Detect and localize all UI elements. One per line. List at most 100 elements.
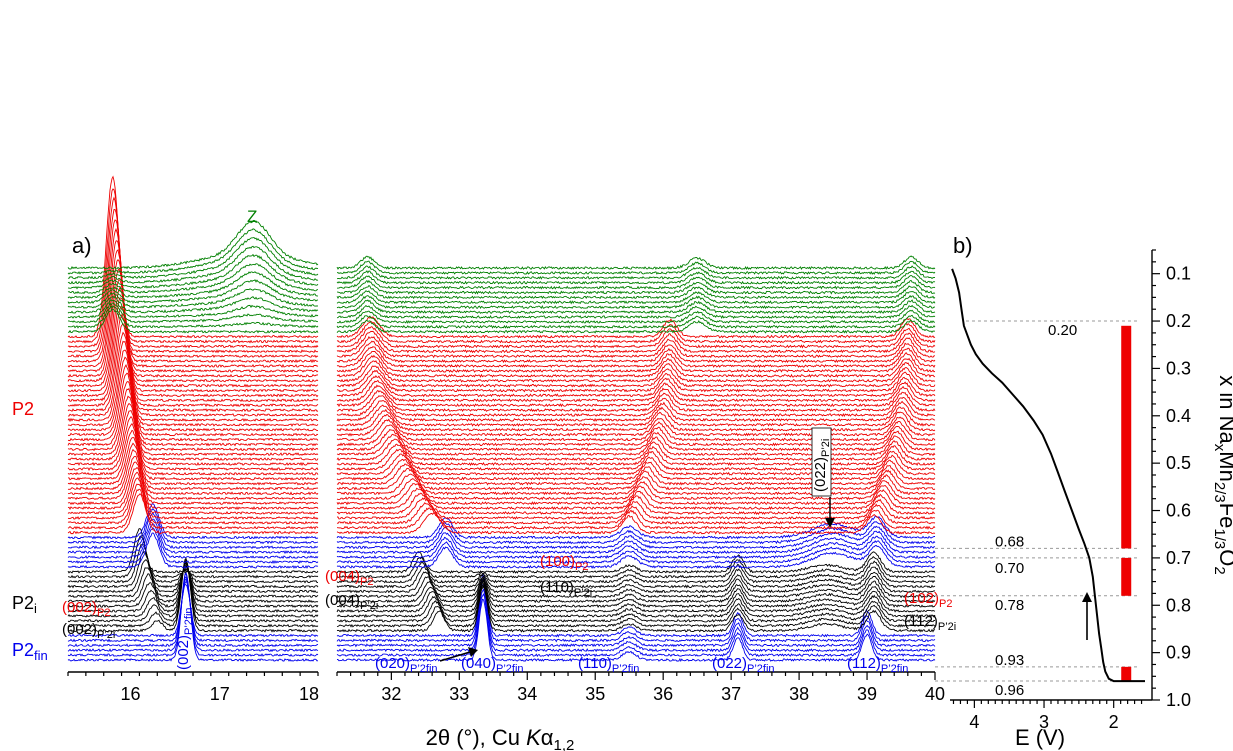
- scan-trace: [67, 528, 319, 574]
- scan-trace: [67, 331, 319, 417]
- scan-trace: [67, 219, 319, 270]
- scan-trace: [336, 502, 936, 525]
- scan-trace: [336, 592, 936, 658]
- y-axis-title: x in NaxMn2/3Fe1/3O2: [1211, 375, 1233, 574]
- scan-trace: [336, 575, 936, 599]
- scan-trace: [67, 372, 319, 442]
- scan-trace: [336, 309, 935, 324]
- x-tick-label: 37: [721, 684, 741, 704]
- panel-b-label: b): [953, 233, 973, 258]
- scan-trace: [336, 530, 936, 555]
- hkl-label: (002)P’2fin: [175, 607, 195, 670]
- scan-trace: [68, 395, 319, 457]
- hkl-label: (102)P2: [904, 590, 953, 610]
- red-bar: [1121, 325, 1132, 549]
- scan-trace: [337, 496, 936, 520]
- y-tick-label: 0.6: [1166, 501, 1191, 521]
- hkl-label: (110)P’2i: [540, 579, 592, 599]
- scan-trace: [336, 299, 936, 315]
- scan-trace: [336, 473, 936, 496]
- level-label: 0.70: [995, 560, 1024, 577]
- stacked-scan-traces: [67, 175, 936, 663]
- scan-trace: [336, 579, 936, 613]
- level-label: 0.93: [995, 652, 1024, 669]
- scan-trace: [67, 302, 319, 324]
- scan-trace: [67, 227, 319, 364]
- level-label: 0.20: [1048, 322, 1077, 339]
- scan-trace: [336, 290, 936, 305]
- scan-trace: [67, 437, 319, 486]
- scan-trace: [336, 275, 936, 290]
- scan-trace: [336, 330, 936, 354]
- scan-trace: [67, 297, 319, 398]
- panel-b: 0.20 0.68 0.70 0.78 0.93 0.96 4 3 2 0.1 0.2 0.3 0.4 0…: [935, 233, 1233, 750]
- scan-trace: [67, 249, 319, 373]
- scan-trace: [67, 461, 319, 506]
- scan-trace: [67, 512, 319, 550]
- scan-trace: [67, 196, 319, 349]
- scan-trace: [67, 448, 319, 496]
- hkl-label: (004)P’2i: [325, 592, 378, 612]
- scan-trace: [67, 304, 319, 329]
- x-tick-label: 2: [1109, 712, 1119, 732]
- x-tick-label: 38: [789, 684, 809, 704]
- scan-trace: [67, 313, 319, 408]
- scan-trace: [67, 415, 319, 471]
- phase-label-z: Z: [247, 207, 257, 226]
- scan-trace: [336, 556, 936, 579]
- x-tick-label: 33: [449, 684, 469, 704]
- x-tick-label: 18: [299, 684, 319, 704]
- level-label: 0.96: [995, 682, 1024, 699]
- scan-trace: [336, 374, 936, 398]
- scan-trace: [67, 228, 319, 275]
- x-tick-label: 35: [585, 684, 605, 704]
- scan-trace: [336, 438, 936, 461]
- scan-trace: [336, 326, 936, 349]
- y-tick-label: 0.3: [1166, 358, 1191, 378]
- scan-trace: [67, 298, 319, 319]
- scan-trace: [336, 340, 936, 364]
- scan-trace: [336, 578, 936, 643]
- scan-trace: [336, 360, 936, 383]
- scan-trace: [67, 363, 319, 437]
- scan-trace: [67, 322, 319, 413]
- y-tick-label: 1.0: [1166, 690, 1191, 710]
- scan-trace: [336, 350, 936, 373]
- x-tick-label: 16: [120, 684, 140, 704]
- scan-trace: [336, 265, 936, 280]
- scan-trace: [336, 255, 936, 270]
- scan-trace: [336, 487, 936, 511]
- y-tick-label: 0.5: [1166, 453, 1191, 473]
- x-tick-label: 4: [969, 712, 979, 732]
- scan-trace: [67, 527, 319, 565]
- arrow-head: [825, 518, 835, 528]
- scan-trace: [67, 483, 319, 525]
- red-bar: [1121, 557, 1132, 596]
- scan-trace: [67, 563, 319, 608]
- scan-trace: [336, 467, 936, 491]
- hkl-label: (112)P’2fin: [847, 655, 908, 675]
- scan-trace: [67, 288, 319, 309]
- scan-trace: [336, 400, 936, 422]
- scan-trace: [67, 253, 319, 290]
- scan-trace: [336, 395, 936, 418]
- panel-a-annotations: a) Z P2 P2i P2fin (002)P2(002)P’2i (002)P’2fin…: [12, 207, 956, 675]
- hkl-label: (002)P2: [62, 599, 111, 619]
- y-tick-label: 0.7: [1166, 548, 1191, 568]
- scan-trace: [337, 579, 936, 609]
- arrow-head: [468, 647, 478, 657]
- scan-trace: [67, 471, 319, 515]
- scan-trace: [336, 478, 936, 501]
- hkl-label: (112)P’2i: [904, 613, 956, 633]
- hkl-label: (020)P’2fin: [375, 655, 438, 675]
- scan-trace: [336, 304, 936, 320]
- scan-trace: [67, 209, 319, 354]
- scan-trace: [67, 523, 319, 560]
- scan-trace: [67, 583, 319, 638]
- hkl-label: (022)P’2i: [812, 439, 832, 492]
- scan-trace: [67, 551, 319, 589]
- scan-trace: [67, 240, 319, 368]
- scan-trace: [67, 402, 319, 462]
- scan-trace: [67, 477, 319, 520]
